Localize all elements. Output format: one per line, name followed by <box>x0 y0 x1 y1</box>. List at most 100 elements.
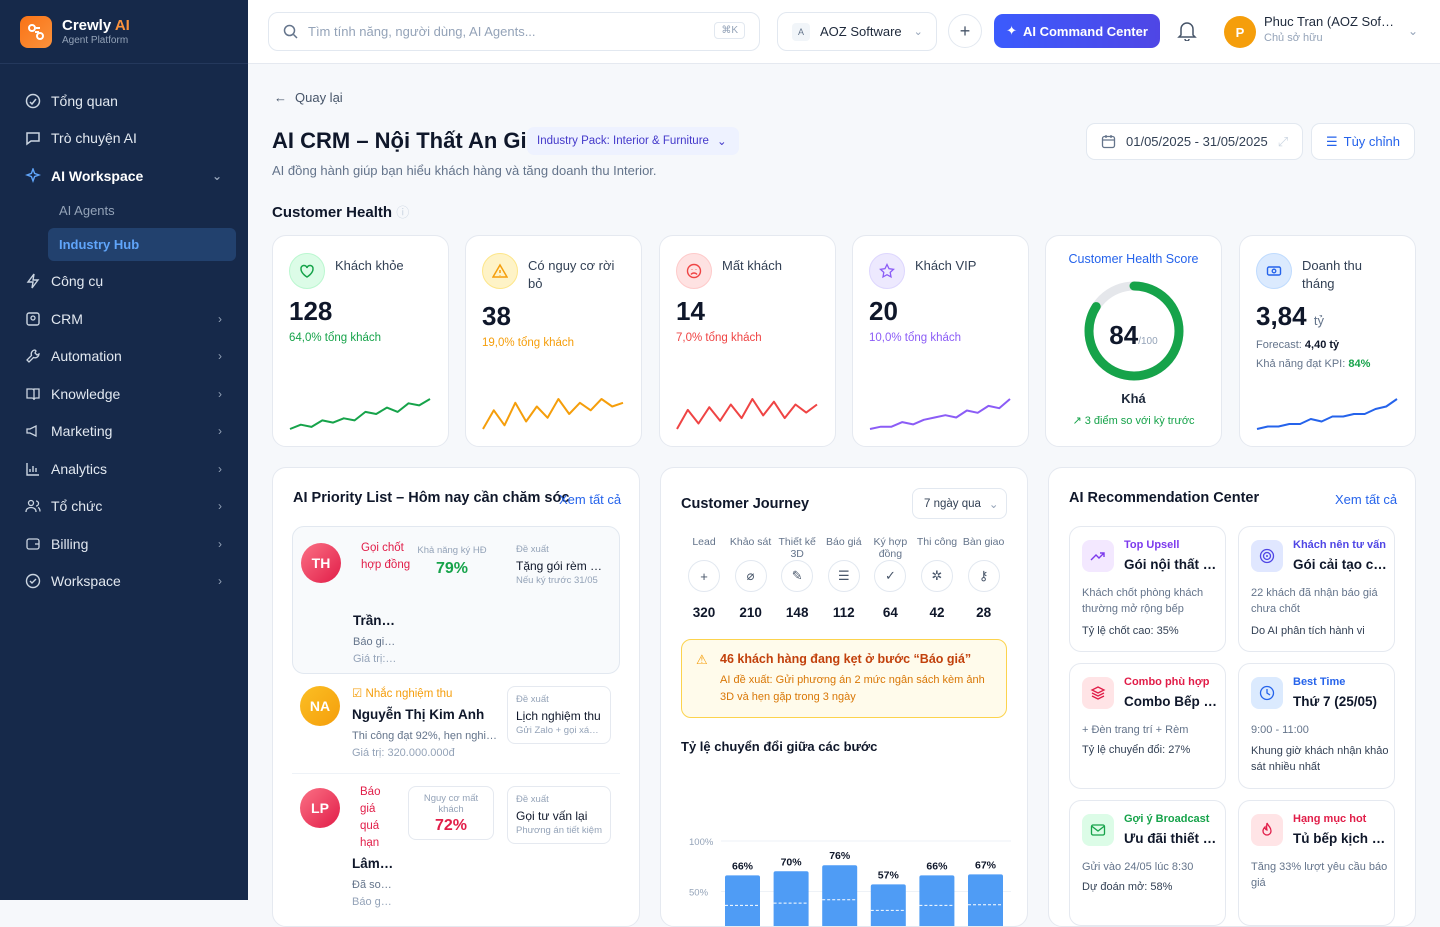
recommendation-desc: 9:00 - 11:00 <box>1251 724 1309 736</box>
ai-command-center-button[interactable]: ✦ AI Command Center <box>994 14 1160 48</box>
recommendation-tag: Khách nên tư vấn <box>1293 539 1386 551</box>
y-tick-label: 50% <box>689 888 709 899</box>
alert-title: 46 khách hàng đang kẹt ở bước “Báo giá” <box>720 652 972 666</box>
back-link[interactable]: ← Quay lại <box>274 90 343 105</box>
kpi-card-at-risk[interactable]: Có nguy cơ rời bỏ 38 19,0% tổng khách <box>465 235 642 447</box>
user-menu[interactable]: Phuc Tran (AOZ Software) Chủ sở hữu <box>1264 14 1404 44</box>
bell-icon[interactable] <box>1176 19 1200 43</box>
journey-stage[interactable]: Bàn giao ⚷ 28 <box>960 536 1008 620</box>
sidebar-item-crm[interactable]: CRM › <box>0 300 248 338</box>
list-item[interactable]: LP Báo giá quá hạn Lâm Phúc Đã so sánh 2… <box>292 784 620 924</box>
recommendation-view-all-link[interactable]: Xem tất cả <box>1335 492 1398 507</box>
chevron-right-icon: › <box>218 311 222 326</box>
search-input[interactable]: Tìm tính năng, người dùng, AI Agents... … <box>268 12 760 51</box>
stage-label: Lead <box>692 536 716 548</box>
health-score-card[interactable]: Customer Health Score 84/100 Khá ↗ 3 điể… <box>1045 235 1222 447</box>
recommendation-card[interactable]: Top Upsell Gói nội thất bếp Khách chốt p… <box>1069 526 1226 652</box>
journey-range-select[interactable]: 7 ngày qua ⌄ <box>912 488 1007 519</box>
journey-stage[interactable]: Báo giá ☰ 112 <box>820 536 868 620</box>
sidebar-item-label: CRM <box>51 310 83 327</box>
contract-probability: Khả năng ký HĐ 79% <box>417 545 487 577</box>
signature-icon: ✓ <box>874 560 907 592</box>
chevron-right-icon: › <box>218 574 222 589</box>
sidebar-item-analytics[interactable]: Analytics › <box>0 450 248 488</box>
stage-label: Thi công <box>916 536 958 548</box>
revenue-card[interactable]: Doanh thu tháng 3,84 tỷ Forecast: 4,40 t… <box>1239 235 1416 447</box>
recommendation-card[interactable]: Hạng mục hot Tủ bếp kịch trần Tăng 33% l… <box>1238 800 1395 926</box>
add-button[interactable]: + <box>948 14 982 48</box>
kpi-percent: 64,0% tổng khách <box>289 332 382 344</box>
sidebar-item-ai-workspace[interactable]: AI Workspace ⌄ <box>0 157 248 195</box>
bottleneck-alert[interactable]: ⚠ 46 khách hàng đang kẹt ở bước “Báo giá… <box>681 639 1007 718</box>
sparkline-path <box>1256 398 1398 430</box>
avatar[interactable]: P <box>1224 16 1256 48</box>
sidebar-nav: Tổng quan Trò chuyện AI AI Workspace ⌄ AI… <box>0 64 248 600</box>
sidebar-subitem-ai-agents[interactable]: AI Agents <box>59 203 115 218</box>
sidebar-item-label: Workspace <box>51 573 121 590</box>
industry-pack-selector[interactable]: Industry Pack: Interior & Furniture ⌄ <box>527 127 739 155</box>
recommendation-card[interactable]: Combo phù hợp Combo Bếp + Tủ + Đèn trang… <box>1069 663 1226 789</box>
recommendation-card[interactable]: Gợi ý Broadcast Ưu đãi thiết kế 3D Gửi v… <box>1069 800 1226 926</box>
sidebar-item-label: Analytics <box>51 460 108 477</box>
sidebar-subitem-industry-hub[interactable]: Industry Hub <box>48 227 236 261</box>
star-icon <box>869 253 905 289</box>
journey-stage[interactable]: Khảo sát ⌀ 210 <box>727 536 775 620</box>
sidebar-item-automation[interactable]: Automation › <box>0 338 248 376</box>
dashboard-icon <box>24 92 41 109</box>
conversion-title: Tỷ lệ chuyển đổi giữa các bước <box>681 739 878 754</box>
list-item[interactable]: NA ☑ Nhắc nghiệm thu Nguyễn Thị Kim Anh … <box>292 682 620 774</box>
workspace-selector[interactable]: A AOZ Software ⌄ <box>777 12 937 51</box>
customize-button[interactable]: ☰ Tùy chỉnh <box>1311 123 1415 160</box>
priority-view-all-link[interactable]: Xem tất cả <box>559 492 622 507</box>
health-score-grade: Khá <box>1121 391 1146 406</box>
journey-stage[interactable]: Thi công ✲ 42 <box>913 536 961 620</box>
suggestion-box[interactable]: Đề xuất Lịch nghiệm thu Gửi Zalo + gọi xác… <box>507 686 611 744</box>
date-range-picker[interactable]: 01/05/2025 - 31/05/2025 ⤢ <box>1086 123 1303 160</box>
sidebar-item-ai-chat[interactable]: Trò chuyện AI <box>0 120 248 158</box>
bar-value-label: 67% <box>975 859 997 871</box>
book-icon <box>24 385 41 402</box>
kpi-card-churned[interactable]: Mất khách 14 7,0% tổng khách <box>659 235 836 447</box>
list-item[interactable]: TH Gọi chốt hợp đồng Trần Hoàng Báo giá … <box>292 526 620 674</box>
kpi-card-vip[interactable]: Khách VIP 20 10,0% tổng khách <box>852 235 1029 447</box>
recommendation-name: Thứ 7 (25/05) <box>1293 694 1378 709</box>
sad-face-icon <box>676 253 712 289</box>
sidebar-item-marketing[interactable]: Marketing › <box>0 413 248 451</box>
key-icon: ⚷ <box>967 560 1000 592</box>
customer-desc: Thi công đạt 92%, hẹn nghiệm thu <box>352 730 498 742</box>
chevron-down-icon[interactable]: ⌄ <box>1408 24 1419 38</box>
brand-name: Crewly AI <box>62 17 130 34</box>
kpi-percent: 19,0% tổng khách <box>482 337 575 349</box>
customer-name: Nguyễn Thị Kim Anh <box>352 707 485 722</box>
sparkline <box>482 398 624 430</box>
recommendation-desc: Khách chốt phòng khách thường mở rộng bế… <box>1082 587 1204 615</box>
conversion-bar <box>870 884 906 926</box>
sidebar-item-workspace[interactable]: Workspace › <box>0 563 248 601</box>
suggestion-box[interactable]: Đề xuất Gọi tư vấn lại Phương án tiết kiệm <box>507 786 611 844</box>
journey-stage[interactable]: Ký hợp đồng ✓ 64 <box>866 536 914 620</box>
sidebar-item-billing[interactable]: Billing › <box>0 525 248 563</box>
brand-subtitle: Agent Platform <box>62 35 129 46</box>
stage-label: Báo giá <box>825 536 862 548</box>
chevron-down-icon: ⌄ <box>988 498 999 511</box>
priority-tag: ☑ Nhắc nghiệm thu <box>352 688 453 700</box>
sidebar-item-organization[interactable]: Tổ chức › <box>0 488 248 526</box>
recommendation-desc-2: Khung giờ khách nhận khảo sát nhiều nhất <box>1251 745 1389 773</box>
kpi-label: Có nguy cơ rời bỏ <box>528 258 615 291</box>
sidebar-item-knowledge[interactable]: Knowledge › <box>0 375 248 413</box>
sidebar-item-tools[interactable]: Công cụ <box>0 263 248 301</box>
kpi-value: 20 <box>869 296 898 326</box>
wrench-icon <box>24 348 41 365</box>
recommendation-card[interactable]: Khách nên tư vấn Gói cải tạo căn hộ 22 k… <box>1238 526 1395 652</box>
journey-stage[interactable]: Lead +320 <box>680 536 728 620</box>
recommendation-desc: + Đèn trang trí + Rèm <box>1082 724 1189 736</box>
stage-count: 320 <box>692 605 716 620</box>
recommendation-card[interactable]: Best Time Thứ 7 (25/05) 9:00 - 11:00 Khu… <box>1238 663 1395 789</box>
journey-stage[interactable]: Thiết kế 3D ✎ 148 <box>773 536 821 620</box>
customer-value: Giá trị: 450.000.000đ <box>353 653 399 665</box>
kpi-card-healthy[interactable]: Khách khỏe 128 64,0% tổng khách <box>272 235 449 447</box>
workspace-name: AOZ Software <box>820 24 902 39</box>
recommendation-tag: Hạng mục hot <box>1293 813 1367 825</box>
sidebar-item-overview[interactable]: Tổng quan <box>0 82 248 120</box>
